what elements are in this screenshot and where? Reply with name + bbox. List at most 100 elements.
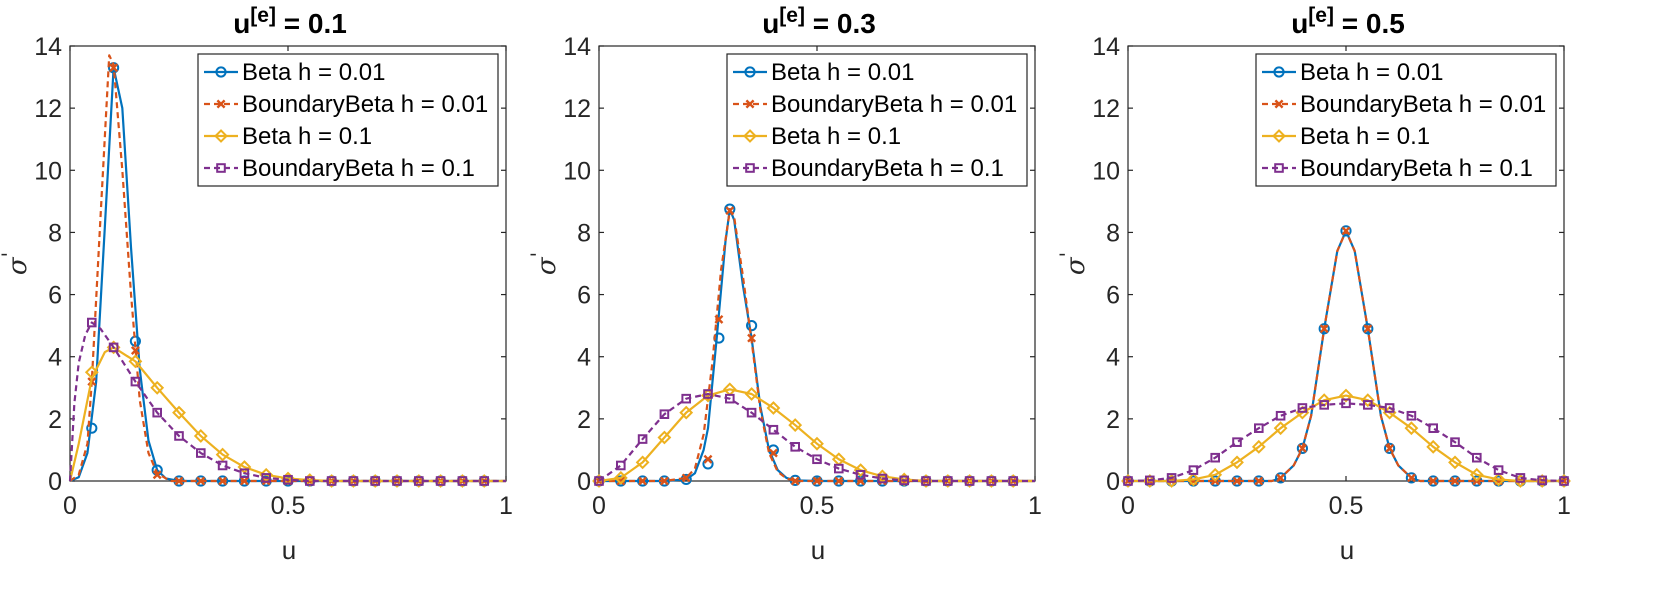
data-point [1339,388,1353,403]
data-point [615,475,627,487]
legend-label: Beta h = 0.1 [771,123,901,150]
chart-title-rest: = 0.3 [805,8,876,39]
data-point [479,476,489,486]
y-tick-label: 0 [1106,468,1120,496]
y-tick-label: 8 [577,219,591,247]
data-point [218,476,228,486]
data-point [681,393,692,404]
y-tick-label: 4 [577,344,591,372]
x-tick-label: 1 [1028,492,1042,520]
legend-marker [743,129,757,143]
data-point [217,475,229,487]
data-point [1318,323,1330,335]
y-tick-label: 10 [34,157,62,185]
data-point [152,407,162,418]
legend-label: Beta h = 0.01 [771,59,914,86]
series-4 [1123,398,1569,486]
data-point [1384,442,1396,454]
data-point [657,430,672,445]
data-point [1384,403,1395,413]
data-point [1166,473,1177,483]
data-point [744,387,759,401]
data-point [414,476,424,486]
y-tick-label: 2 [48,406,62,434]
legend-label: Beta h = 0.01 [1300,59,1443,86]
data-point [679,405,694,420]
data-point [853,463,868,478]
data-point [435,476,446,486]
data-point [1341,226,1351,236]
data-point [943,476,953,486]
data-point [768,424,779,435]
chart-title: u[e] = 0.3 [762,4,876,39]
legend-entry: BoundaryBeta h = 0.01 [204,91,488,118]
data-point [108,342,119,353]
data-point [1428,423,1439,433]
data-point [152,470,162,480]
data-point [1406,473,1416,483]
data-point [1254,423,1264,433]
data-point [810,436,824,451]
y-tick-label: 8 [1106,219,1120,247]
data-point [812,454,822,465]
data-point [87,317,97,328]
plot-area [68,54,506,488]
legend-label: BoundaryBeta h = 0.01 [1300,91,1546,118]
data-point [130,346,140,355]
data-point [259,467,274,482]
data-point [348,476,359,486]
y-axis-label: σ' [526,252,562,275]
data-point [1273,421,1288,436]
y-tick-label: 4 [48,344,62,372]
data-point [921,476,931,486]
legend-entry: BoundaryBeta h = 0.1 [733,155,1004,182]
y-tick-label: 6 [577,282,591,310]
data-point [193,429,208,443]
y-tick-label: 10 [1092,157,1120,185]
data-point [616,460,626,471]
data-point [746,407,757,418]
y-axis-label-prime: ' [0,252,21,258]
data-point [659,476,669,486]
legend-marker [744,66,756,78]
data-point [766,401,781,415]
legend-label: Beta h = 0.1 [242,123,372,150]
data-point [172,405,186,420]
y-tick-label: 0 [48,468,62,496]
data-point [1275,410,1286,421]
data-point [370,476,380,486]
data-point [84,365,99,380]
data-point [1450,476,1460,486]
series-line [1128,394,1564,483]
series-1 [1122,225,1570,487]
data-point [1341,398,1351,409]
y-tick-label: 6 [1106,282,1120,310]
data-point [1448,455,1462,470]
x-tick-label: 0.5 [271,492,306,520]
legend-marker [1274,99,1284,109]
legend-marker [216,99,226,109]
data-point [747,333,757,343]
data-point [788,418,803,432]
plot-area [1121,225,1571,488]
legend-entry: BoundaryBeta h = 0.1 [204,155,475,182]
series-line [1128,229,1564,483]
data-point [790,442,801,452]
data-point [1362,323,1374,335]
series-line [68,346,506,483]
legend-box [1255,53,1557,187]
data-point [1428,476,1438,486]
data-point [833,475,845,487]
series-3 [1121,388,1571,488]
data-point [613,470,628,485]
chart-title-rest: = 0.1 [276,8,347,39]
legend-label: BoundaryBeta h = 0.1 [771,155,1004,182]
data-point [1296,442,1309,454]
data-point [215,447,230,462]
data-point [638,476,648,486]
legend-marker [216,163,226,173]
data-point [855,469,866,480]
y-tick-label: 8 [48,219,62,247]
data-point [283,474,293,485]
